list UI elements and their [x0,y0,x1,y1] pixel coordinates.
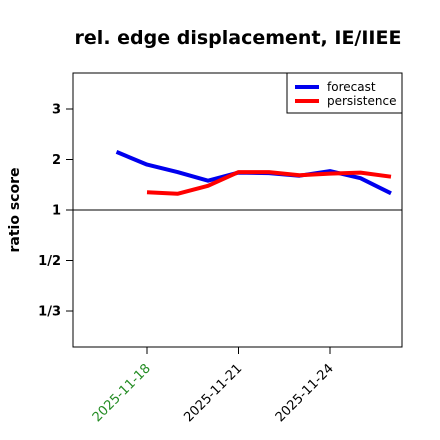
y-axis-label: ratio score [7,168,23,253]
legend-label-persistence: persistence [327,94,396,108]
series-lines [115,150,392,196]
y-tick-label: 3 [52,103,61,118]
legend-box [286,72,403,114]
y-tick-label: 1/2 [38,254,61,269]
y-tick-label: 2 [52,153,61,168]
x-axis: 2025-11-18 2025-11-21 2025-11-24 [90,347,337,425]
legend-label-forecast: forecast [327,80,376,94]
x-tick-label: 2025-11-24 [273,361,337,425]
x-tick-label: 2025-11-18 [90,361,154,425]
chart-title: rel. edge displacement, IE/IIEE [75,27,402,49]
y-tick-label: 1/3 [38,305,61,320]
x-tick-label: 2025-11-21 [181,361,245,425]
y-axis: 3 2 1 1/2 1/3 [38,103,73,320]
plot-area [72,72,403,348]
series-line-persistence [146,170,392,196]
y-tick-label: 1 [52,204,61,219]
